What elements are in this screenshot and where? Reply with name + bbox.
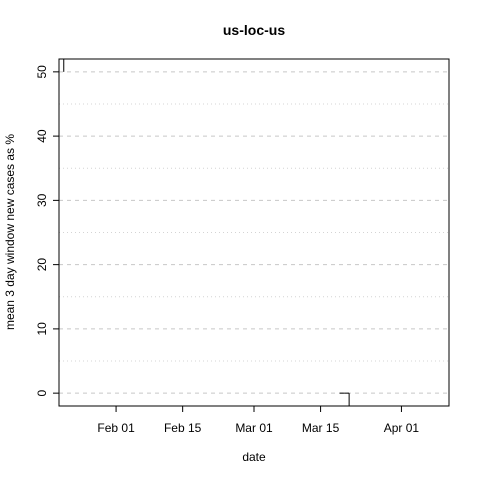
x-tick-label: Feb 01	[97, 421, 135, 435]
y-tick-label: 30	[35, 193, 49, 207]
y-tick-label: 40	[35, 129, 49, 143]
x-tick-label: Mar 15	[302, 421, 340, 435]
series-layer	[63, 59, 350, 406]
x-tick-label: Mar 01	[235, 421, 273, 435]
x-tick-label: Apr 01	[384, 421, 420, 435]
y-tick-label: 20	[35, 258, 49, 272]
x-tick-label: Feb 15	[164, 421, 202, 435]
y-axis-label: mean 3 day window new cases as %	[3, 134, 17, 330]
plot-frame	[58, 58, 450, 407]
y-tick-label: 50	[35, 65, 49, 79]
x-axis-label: date	[242, 450, 266, 464]
y-tick-label: 10	[35, 322, 49, 336]
y-axis: 0 10 20 30 40 50	[35, 65, 59, 396]
gridlines	[59, 71, 449, 394]
y-tick-label: 0	[35, 389, 49, 396]
chart-title: us-loc-us	[223, 22, 285, 38]
x-axis: Feb 01 Feb 15 Mar 01 Mar 15 Apr 01	[97, 406, 419, 435]
